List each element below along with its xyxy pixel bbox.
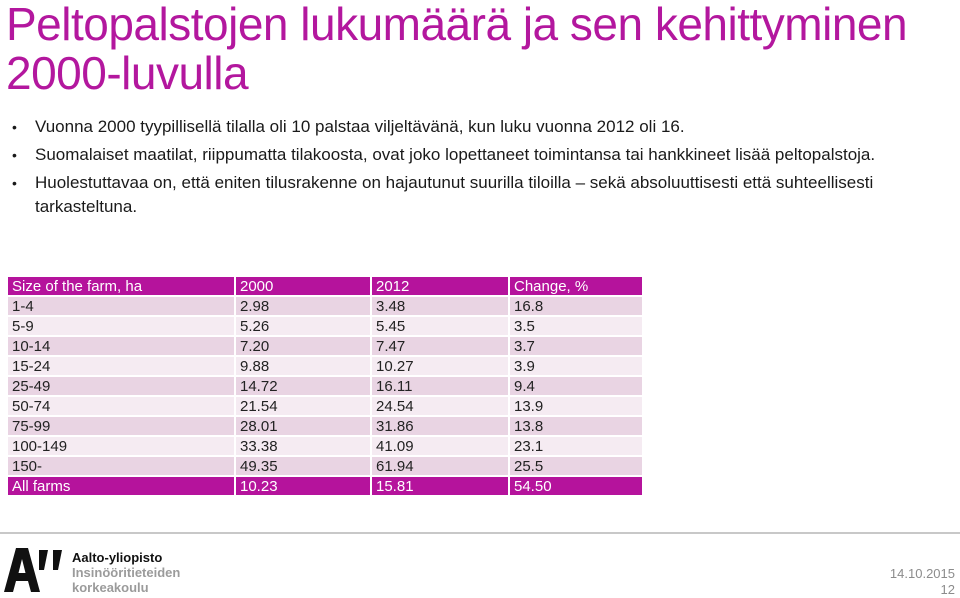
bullet-icon: •: [12, 147, 17, 163]
cell-2012: 3.48: [372, 297, 508, 315]
cell-size: 50-74: [8, 397, 234, 415]
column-header-size: Size of the farm, ha: [8, 277, 234, 295]
column-header-2012: 2012: [372, 277, 508, 295]
cell-size: 100-149: [8, 437, 234, 455]
cell-size: 75-99: [8, 417, 234, 435]
table-header-row: Size of the farm, ha 2000 2012 Change, %: [8, 277, 642, 295]
table-row: 15-24 9.88 10.27 3.9: [8, 357, 642, 375]
cell-2000: 10.23: [236, 477, 370, 495]
table-row: 100-149 33.38 41.09 23.1: [8, 437, 642, 455]
farm-size-table: Size of the farm, ha 2000 2012 Change, %…: [6, 275, 644, 497]
logo-line-school: Insinööritieteiden: [72, 565, 181, 580]
slide-page-number: 12: [940, 582, 955, 597]
cell-change: 54.50: [510, 477, 642, 495]
table-row: 10-14 7.20 7.47 3.7: [8, 337, 642, 355]
cell-2000: 14.72: [236, 377, 370, 395]
table-row: 25-49 14.72 16.11 9.4: [8, 377, 642, 395]
cell-change: 13.9: [510, 397, 642, 415]
cell-2000: 2.98: [236, 297, 370, 315]
table-row: 1-4 2.98 3.48 16.8: [8, 297, 642, 315]
cell-change: 23.1: [510, 437, 642, 455]
table-row: 150- 49.35 61.94 25.5: [8, 457, 642, 475]
cell-2012: 16.11: [372, 377, 508, 395]
cell-2012: 5.45: [372, 317, 508, 335]
cell-2000: 49.35: [236, 457, 370, 475]
bullet-icon: •: [12, 175, 17, 191]
column-header-2000: 2000: [236, 277, 370, 295]
cell-size: 25-49: [8, 377, 234, 395]
bullet-list: • Vuonna 2000 tyypillisellä tilalla oli …: [12, 115, 952, 223]
slide-title: Peltopalstojen lukumäärä ja sen kehittym…: [6, 0, 908, 99]
cell-change: 9.4: [510, 377, 642, 395]
bullet-text: Vuonna 2000 tyypillisellä tilalla oli 10…: [35, 117, 685, 136]
column-header-change: Change, %: [510, 277, 642, 295]
cell-2012: 31.86: [372, 417, 508, 435]
cell-2012: 10.27: [372, 357, 508, 375]
aalto-quote-icon: [39, 550, 62, 570]
cell-2000: 21.54: [236, 397, 370, 415]
cell-2012: 61.94: [372, 457, 508, 475]
slide-date: 14.10.2015: [889, 566, 955, 581]
cell-change: 13.8: [510, 417, 642, 435]
cell-2000: 7.20: [236, 337, 370, 355]
cell-2012: 24.54: [372, 397, 508, 415]
cell-size: 5-9: [8, 317, 234, 335]
cell-2012: 7.47: [372, 337, 508, 355]
cell-2000: 28.01: [236, 417, 370, 435]
cell-2012: 41.09: [372, 437, 508, 455]
cell-change: 3.5: [510, 317, 642, 335]
bullet-text: Huolestuttavaa on, että eniten tilusrake…: [35, 173, 874, 216]
cell-2000: 5.26: [236, 317, 370, 335]
logo-line-university: Aalto-yliopisto: [72, 550, 163, 565]
cell-change: 3.7: [510, 337, 642, 355]
cell-2000: 9.88: [236, 357, 370, 375]
bullet-item: • Huolestuttavaa on, että eniten tilusra…: [12, 171, 952, 219]
university-logo-text: Aalto-yliopisto Insinööritieteiden korke…: [72, 550, 180, 595]
cell-size: 15-24: [8, 357, 234, 375]
bullet-icon: •: [12, 119, 17, 135]
cell-2000: 33.38: [236, 437, 370, 455]
cell-change: 3.9: [510, 357, 642, 375]
bullet-item: • Suomalaiset maatilat, riippumatta tila…: [12, 143, 952, 167]
cell-change: 16.8: [510, 297, 642, 315]
table-row: 50-74 21.54 24.54 13.9: [8, 397, 642, 415]
aalto-a-logo-icon: [4, 548, 40, 592]
cell-size: 1-4: [8, 297, 234, 315]
table-total-row: All farms 10.23 15.81 54.50: [8, 477, 642, 495]
bullet-text: Suomalaiset maatilat, riippumatta tilako…: [35, 145, 876, 164]
cell-size: All farms: [8, 477, 234, 495]
logo-line-school-2: korkeakoulu: [72, 580, 149, 595]
bullet-item: • Vuonna 2000 tyypillisellä tilalla oli …: [12, 115, 952, 139]
table-row: 75-99 28.01 31.86 13.8: [8, 417, 642, 435]
cell-size: 10-14: [8, 337, 234, 355]
cell-change: 25.5: [510, 457, 642, 475]
table-body: 1-4 2.98 3.48 16.8 5-9 5.26 5.45 3.5 10-14 7.20 7.…: [8, 297, 642, 495]
cell-2012: 15.81: [372, 477, 508, 495]
footer-divider: [0, 532, 960, 534]
table-row: 5-9 5.26 5.45 3.5: [8, 317, 642, 335]
cell-size: 150-: [8, 457, 234, 475]
